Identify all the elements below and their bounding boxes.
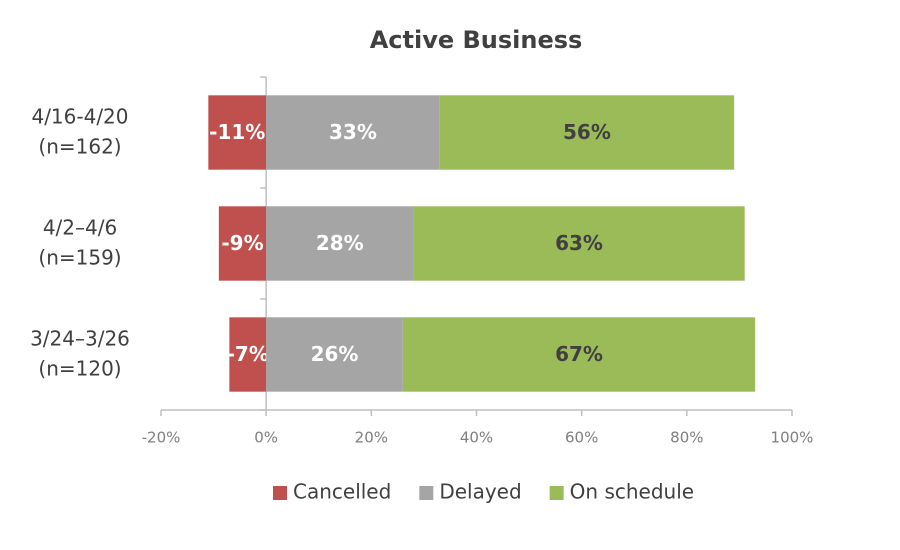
bar — [229, 317, 267, 392]
x-tick-label: 0% — [254, 429, 278, 447]
category-label-line: (n=120) — [38, 356, 121, 380]
bar — [218, 206, 267, 281]
legend-swatch — [273, 486, 287, 500]
legend-label: Delayed — [439, 480, 521, 504]
x-tick-label: 20% — [355, 429, 388, 447]
bar — [402, 317, 756, 392]
category-label-line: 3/24–3/26 — [30, 326, 130, 350]
legend-label: Cancelled — [293, 480, 391, 504]
value-label: -11% — [209, 120, 265, 144]
legend-swatch — [549, 486, 564, 500]
category-label-line: 4/16-4/20 — [31, 104, 128, 128]
x-tick-label: 40% — [460, 429, 493, 447]
category-label: 4/2–4/6 (n=159) — [38, 215, 121, 269]
value-label: 26% — [311, 342, 359, 366]
bar — [266, 317, 403, 392]
category-label-line: 4/2–4/6 — [43, 215, 117, 239]
category-label: 4/16-4/20 (n=162) — [31, 104, 128, 158]
x-tick-label: 80% — [670, 429, 703, 447]
bar — [208, 95, 267, 170]
value-label: 67% — [555, 342, 603, 366]
bar — [266, 95, 440, 170]
x-tick-label: 100% — [771, 429, 814, 447]
category-label-line: (n=159) — [38, 245, 121, 269]
value-label: 63% — [555, 231, 603, 255]
category-label-line: (n=162) — [38, 134, 121, 158]
value-label: 56% — [563, 120, 611, 144]
x-tick-label: 60% — [565, 429, 598, 447]
value-label: 28% — [316, 231, 364, 255]
bar — [439, 95, 735, 170]
category-label: 3/24–3/26 (n=120) — [30, 326, 130, 380]
value-label: 33% — [329, 120, 377, 144]
legend-label: On schedule — [570, 480, 694, 504]
chart-title: Active Business — [370, 26, 583, 54]
value-label: -7% — [227, 342, 269, 366]
bar — [413, 206, 745, 281]
legend-swatch — [419, 486, 434, 500]
x-tick-label: -20% — [142, 429, 181, 447]
bar — [266, 206, 414, 281]
value-label: -9% — [221, 231, 263, 255]
